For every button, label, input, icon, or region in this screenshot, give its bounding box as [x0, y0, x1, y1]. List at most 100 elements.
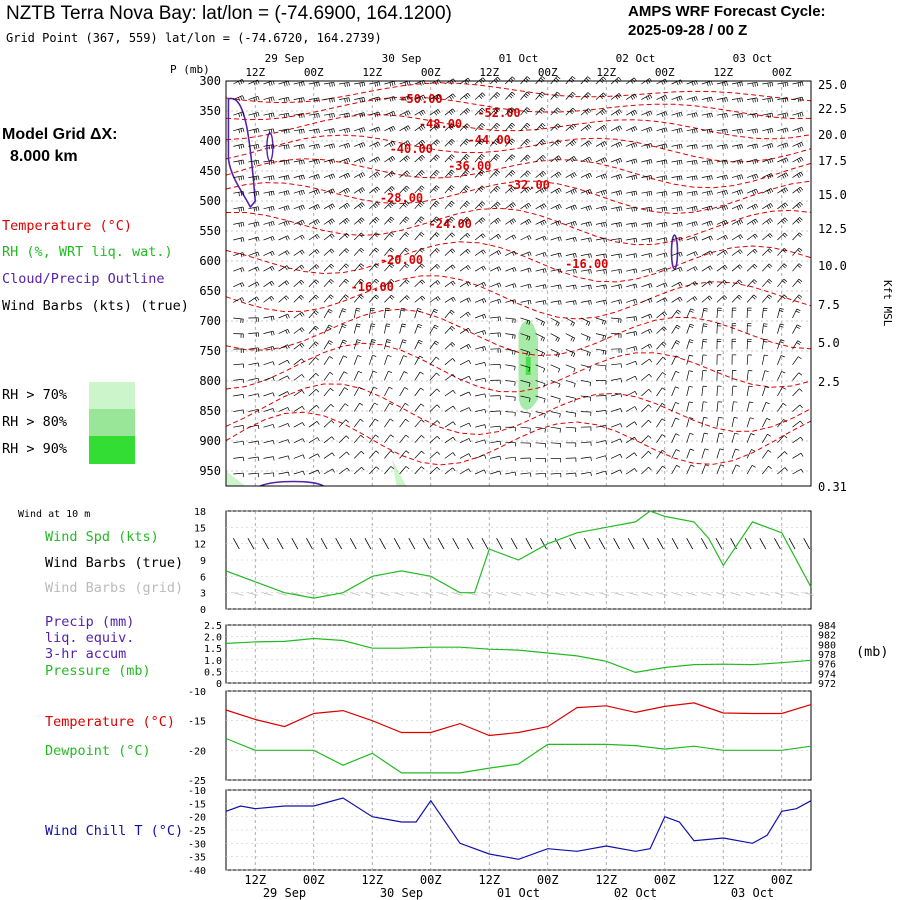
wind-barb: [278, 280, 287, 288]
temperature-contour: [225, 180, 812, 215]
wind-barb-flag: [680, 222, 683, 226]
wind-barb: [475, 362, 485, 366]
wind-barb-grid: [803, 592, 814, 596]
wind-barb: [565, 284, 576, 288]
wind-barb-flag: [554, 158, 558, 162]
wind-barb-flag: [508, 126, 513, 130]
wind-barb-flag: [526, 107, 531, 111]
wind-barb-flag: [405, 156, 409, 161]
wind-barb: [474, 107, 483, 116]
wind-barb-flag: [416, 310, 421, 313]
wind-barb: [353, 403, 360, 412]
wind-barb-flag: [287, 360, 290, 364]
wind-barb-flag: [739, 144, 741, 149]
wind-barb: [369, 171, 378, 178]
wind-barb: [580, 441, 591, 444]
wind-barb-flag: [585, 190, 588, 195]
wind-barb-flag: [268, 129, 271, 134]
wind-barb-flag: [737, 82, 739, 87]
wind-barb-flag: [573, 139, 577, 144]
wind-barb-flag: [405, 172, 409, 176]
wind-barb: [626, 174, 636, 178]
wind-barb-flag: [497, 201, 501, 206]
wind-barb-flag: [346, 451, 350, 456]
wind-barb: [353, 323, 358, 334]
wind-barb-flag: [785, 187, 789, 192]
wind-barb-flag: [238, 192, 240, 197]
wind-barb-grid: [306, 592, 317, 596]
wind-barb-flag: [328, 324, 333, 328]
wind-barb: [369, 434, 376, 444]
wind-barb-flag: [331, 159, 333, 164]
wind-barb-flag: [390, 172, 394, 177]
wind-barb: [248, 221, 259, 225]
wind-barb-flag: [255, 267, 258, 272]
wind-barb-flag: [371, 341, 376, 343]
wind-barb-flag: [436, 169, 440, 174]
wind-barb-flag: [526, 122, 531, 127]
wind-barb-flag: [739, 82, 741, 87]
wind-barb-flag: [283, 222, 286, 227]
wind-barb-flag: [436, 372, 440, 376]
wind-barb: [686, 175, 697, 178]
wind-barb: [353, 294, 361, 303]
wind-barb-flag: [300, 175, 303, 180]
wind-barb-flag: [600, 143, 604, 148]
wind-barb-flag: [572, 221, 575, 226]
precip-y-tick: 2.0: [204, 633, 222, 644]
wind-barb-flag: [343, 190, 347, 194]
wind-barb-true: [803, 538, 811, 550]
precip-label: Precip (mm): [45, 614, 135, 630]
wind-barb: [701, 448, 706, 459]
wind-barb: [580, 333, 591, 338]
wind-barb-flag: [675, 417, 680, 420]
wind-barb-flag: [363, 142, 366, 147]
wind-barb-flag: [771, 173, 774, 178]
wind-barb-flag: [725, 205, 729, 210]
wind-barb: [762, 81, 773, 85]
wind-barb-flag: [575, 237, 577, 242]
wind-barb: [792, 126, 802, 132]
wind-barb-flag: [779, 307, 784, 310]
wind-barb-flag: [616, 191, 618, 196]
wind-barb: [233, 425, 244, 428]
wind-barb-flag: [448, 188, 452, 192]
wind-barb-flag: [268, 222, 271, 227]
wind-barb-flag: [602, 142, 606, 147]
wind-barb: [580, 269, 591, 272]
wind-barb-flag: [784, 467, 788, 471]
wind-barb: [459, 185, 467, 194]
wind-barb: [399, 279, 407, 288]
wind-barb-flag: [496, 251, 500, 256]
wind-barb: [565, 380, 576, 384]
wind-barb-flag: [257, 456, 260, 462]
wind-barb-true: [657, 538, 664, 550]
wind-barb-flag: [301, 374, 305, 378]
wind-barb-flag: [796, 326, 800, 329]
wind-barb: [595, 317, 606, 322]
wind-barb-flag: [405, 141, 409, 146]
wind-barb: [263, 392, 274, 397]
wind-barb-flag: [356, 323, 361, 326]
wind-barb-flag: [753, 279, 758, 283]
wind-barb-flag: [559, 220, 562, 225]
wind-barb-flag: [541, 156, 545, 160]
wind-barb-flag: [648, 159, 651, 164]
wind-barb: [414, 340, 420, 350]
wind-barb-flag: [328, 190, 332, 195]
wind-barb-flag: [543, 171, 547, 175]
wind-barb: [761, 402, 767, 412]
wind-barb: [701, 265, 711, 272]
wind-barb-flag: [510, 140, 514, 144]
wind-barb-flag: [288, 472, 290, 477]
wind-barb-flag: [464, 202, 469, 206]
wind-barb: [550, 364, 560, 370]
temperature-panel: -10-15-20-25: [188, 687, 812, 787]
wind-barb-flag: [357, 355, 362, 358]
wind-barb-flag: [495, 187, 499, 191]
wind-barb: [535, 154, 544, 163]
wind-barb: [792, 308, 798, 319]
wind-barb-flag: [557, 189, 560, 193]
wind-barb-flag: [704, 448, 709, 451]
wind-barb: [248, 159, 259, 163]
